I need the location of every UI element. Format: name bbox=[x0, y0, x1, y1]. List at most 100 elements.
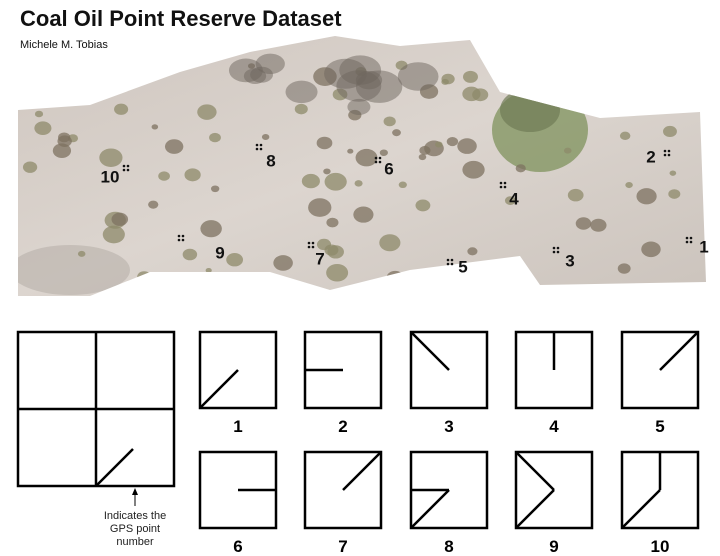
gps-marker-dot bbox=[378, 160, 382, 164]
shrub bbox=[398, 181, 407, 189]
gps-marker-dot bbox=[255, 147, 259, 151]
shrub bbox=[226, 252, 244, 267]
shrub bbox=[379, 149, 388, 157]
gps-marker-dot bbox=[552, 246, 556, 250]
pattern-number: 3 bbox=[444, 417, 453, 436]
pattern-square bbox=[198, 330, 278, 410]
shrub bbox=[308, 198, 332, 217]
shrub bbox=[273, 255, 293, 271]
pattern: 1 bbox=[198, 330, 278, 436]
shrub bbox=[418, 154, 427, 161]
gps-marker-dot bbox=[181, 238, 185, 242]
shrub bbox=[99, 148, 123, 168]
gps-marker-dot bbox=[307, 241, 311, 245]
shrub bbox=[457, 138, 477, 154]
shrub bbox=[34, 121, 52, 135]
shrub bbox=[210, 185, 220, 193]
gps-marker-dot bbox=[667, 149, 671, 153]
gps-marker-dot bbox=[667, 153, 671, 157]
shrub bbox=[462, 86, 481, 102]
gps-marker-dot bbox=[374, 160, 378, 164]
shrub bbox=[575, 217, 592, 230]
gps-marker-dot bbox=[499, 185, 503, 189]
pattern: 4 bbox=[514, 330, 594, 436]
shrub bbox=[326, 217, 339, 228]
title: Coal Oil Point Reserve Dataset bbox=[20, 6, 342, 31]
shrub bbox=[617, 263, 631, 274]
gps-marker-dot bbox=[556, 250, 560, 254]
gps-marker-dot bbox=[259, 143, 263, 147]
pattern: 2 bbox=[303, 330, 383, 436]
pattern-square bbox=[303, 450, 383, 530]
shrub bbox=[182, 248, 198, 261]
pattern: 8 bbox=[409, 450, 489, 556]
pattern: 6 bbox=[198, 450, 278, 556]
point-label: 1 bbox=[699, 237, 708, 256]
gps-marker-dot bbox=[450, 262, 454, 266]
shrub bbox=[139, 65, 147, 72]
shrub bbox=[52, 143, 72, 159]
pattern-number: 7 bbox=[338, 537, 347, 556]
shrub bbox=[392, 129, 401, 137]
gps-marker-dot bbox=[446, 258, 450, 262]
shrub bbox=[205, 267, 212, 273]
point-label: 9 bbox=[215, 243, 224, 262]
pattern: 3 bbox=[409, 330, 489, 436]
shrub bbox=[316, 136, 333, 150]
shrub bbox=[669, 170, 677, 176]
gps-marker-dot bbox=[122, 164, 126, 168]
pattern-number: 9 bbox=[549, 537, 558, 556]
pattern-number: 10 bbox=[651, 537, 670, 556]
pattern-line bbox=[659, 331, 699, 371]
pattern: 9 bbox=[514, 450, 594, 556]
shrub bbox=[164, 139, 184, 154]
shrub bbox=[515, 164, 526, 173]
gps-marker-dot bbox=[552, 250, 556, 254]
gps-marker-dot bbox=[503, 185, 507, 189]
pattern-line bbox=[410, 489, 450, 529]
shrub bbox=[197, 104, 217, 120]
pattern-square bbox=[620, 330, 700, 410]
shrub bbox=[663, 125, 677, 138]
pattern-number: 4 bbox=[549, 417, 559, 436]
shrub bbox=[34, 110, 44, 118]
pattern-line bbox=[621, 489, 661, 529]
shrub bbox=[504, 196, 516, 205]
shrub bbox=[347, 148, 354, 154]
shrub bbox=[324, 172, 347, 191]
gps-marker-dot bbox=[177, 234, 181, 238]
pattern-number: 8 bbox=[444, 537, 453, 556]
shrub bbox=[148, 200, 159, 209]
gps-marker-dot bbox=[499, 181, 503, 185]
gps-marker-dot bbox=[689, 240, 693, 244]
shrub bbox=[563, 147, 572, 154]
legend-note: GPS point bbox=[110, 523, 160, 535]
gps-marker-dot bbox=[122, 168, 126, 172]
pattern-number: 5 bbox=[655, 417, 664, 436]
point-label: 10 bbox=[101, 167, 120, 186]
shrub bbox=[102, 225, 125, 244]
shrub bbox=[261, 134, 270, 140]
shrub bbox=[386, 270, 404, 285]
shrub bbox=[580, 94, 593, 105]
shrub bbox=[555, 86, 565, 94]
shrub bbox=[383, 116, 396, 127]
dune-shadow bbox=[355, 70, 383, 90]
gps-marker-dot bbox=[663, 149, 667, 153]
pattern-line bbox=[515, 451, 555, 491]
shrub bbox=[379, 234, 401, 252]
dune-shadow bbox=[285, 80, 318, 104]
author: Michele M. Tobias bbox=[20, 39, 108, 51]
pattern-square bbox=[514, 450, 594, 530]
shrub bbox=[636, 188, 657, 205]
gps-marker-dot bbox=[311, 241, 315, 245]
shrub bbox=[294, 103, 308, 115]
shrub bbox=[668, 189, 681, 199]
gps-marker-dot bbox=[255, 143, 259, 147]
aerial-photo bbox=[18, 36, 706, 296]
legend-note: Indicates the bbox=[104, 510, 166, 522]
gps-marker-dot bbox=[307, 245, 311, 249]
shrub bbox=[301, 173, 320, 189]
